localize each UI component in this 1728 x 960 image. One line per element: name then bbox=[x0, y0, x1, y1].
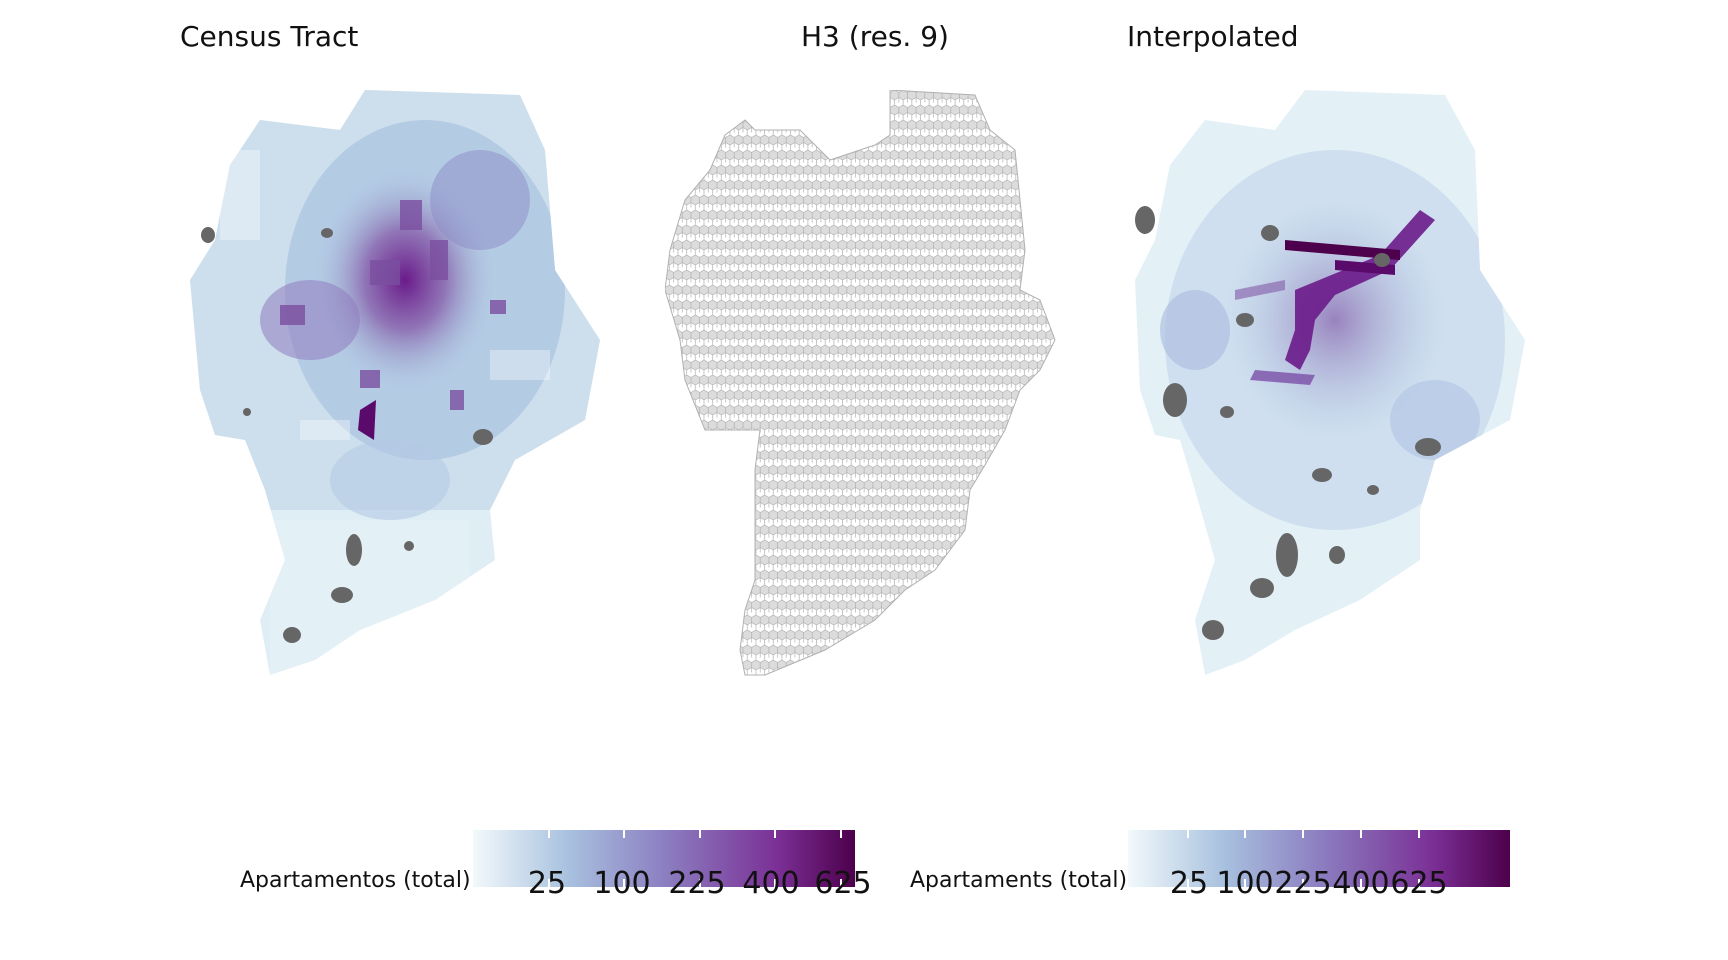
interpolated-title: Interpolated bbox=[1127, 20, 1299, 53]
legend-title-apartamentos: Apartamentos (total) bbox=[240, 868, 471, 893]
legend-title-apartaments: Apartaments (total) bbox=[910, 868, 1128, 893]
legend-color-bar bbox=[1128, 830, 1510, 887]
census-tract-map bbox=[190, 90, 600, 675]
legend-tick: 25 bbox=[1169, 866, 1209, 901]
legend-tick: 400 bbox=[742, 866, 800, 901]
legend-tick: 25 bbox=[527, 866, 567, 901]
legend-tick: 400 bbox=[1332, 866, 1390, 901]
legend-tick: 225 bbox=[668, 866, 726, 901]
legend-color-bar bbox=[473, 830, 855, 887]
interpolated-map bbox=[1135, 90, 1525, 675]
legend-tick: 100 bbox=[1216, 866, 1274, 901]
census-tract-title: Census Tract bbox=[180, 20, 359, 53]
h3-grid-map bbox=[665, 90, 1056, 676]
h3-hexagon-grid bbox=[665, 90, 1056, 676]
h3-title: H3 (res. 9) bbox=[801, 20, 949, 53]
legend-tick: 225 bbox=[1274, 866, 1332, 901]
legend-tick: 625 bbox=[814, 866, 872, 901]
legend-tick: 100 bbox=[593, 866, 651, 901]
missing-data-patches bbox=[201, 227, 493, 643]
legend-tick: 625 bbox=[1390, 866, 1448, 901]
missing-data-patches bbox=[1135, 206, 1441, 640]
